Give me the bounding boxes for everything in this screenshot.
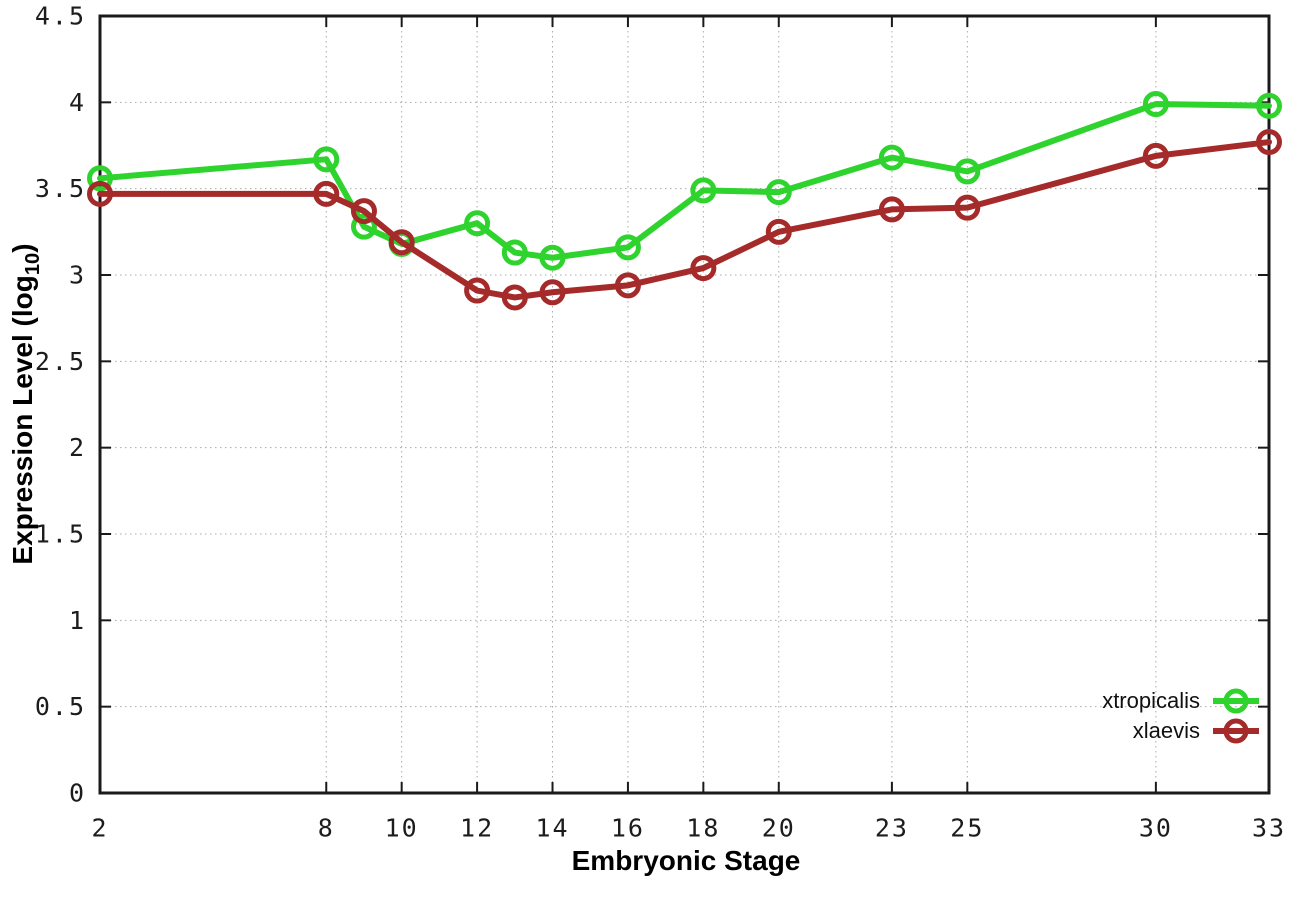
data-point-xtropicalis-stage-23 (878, 144, 905, 171)
x-tick-label: 8 (318, 813, 335, 842)
series-line-xtropicalis (97, 101, 1272, 261)
x-tick-label: 25 (950, 813, 984, 842)
x-tick-label: 10 (385, 813, 419, 842)
x-tick-label: 16 (611, 813, 645, 842)
y-tick-label: 0.5 (35, 692, 86, 721)
legend-item-xlaevis: xlaevis (1102, 716, 1262, 746)
data-point-xlaevis-stage-23 (878, 196, 905, 223)
plot-border (98, 14, 1271, 795)
y-tick-label: 2 (69, 433, 86, 462)
data-point-xlaevis-stage-20 (765, 218, 792, 245)
data-point-xlaevis-stage-10 (388, 229, 415, 256)
x-tick-label: 20 (762, 813, 796, 842)
data-point-xlaevis-stage-8 (313, 180, 340, 207)
data-point-xtropicalis-stage-8 (313, 146, 340, 173)
x-axis-label: Embryonic Stage (571, 845, 801, 876)
data-point-xlaevis-stage-2 (87, 180, 113, 207)
data-point-xtropicalis-stage-30 (1142, 91, 1169, 118)
y-tick-label: 3 (69, 261, 86, 290)
data-point-xtropicalis-stage-18 (690, 177, 717, 204)
data-point-xtropicalis-stage-2 (87, 165, 113, 192)
y-tick-label: 1 (69, 606, 86, 635)
data-point-xlaevis-stage-18 (690, 255, 717, 282)
y-tick-label: 0 (69, 779, 86, 808)
data-point-xtropicalis-stage-33 (1256, 92, 1282, 119)
data-point-xlaevis-stage-25 (954, 194, 981, 221)
data-point-xlaevis-stage-9 (350, 198, 377, 225)
y-axis-label-close: ) (7, 243, 39, 253)
legend-marker-xlaevis-icon (1213, 718, 1259, 744)
data-point-xlaevis-stage-12 (464, 277, 491, 304)
data-point-xtropicalis-stage-14 (539, 244, 566, 271)
data-point-xtropicalis-stage-20 (765, 179, 792, 206)
x-tick-label: 18 (686, 813, 720, 842)
data-point-xlaevis-stage-33 (1256, 129, 1282, 156)
data-point-xlaevis-stage-14 (539, 279, 566, 306)
legend-label-xtropicalis: xtropicalis (1102, 688, 1200, 713)
x-tick-label: 33 (1252, 813, 1286, 842)
x-tick-label: 12 (460, 813, 494, 842)
y-axis-label-subscript: 10 (21, 252, 44, 276)
x-tick-label: 23 (875, 813, 909, 842)
data-point-xtropicalis-stage-16 (614, 234, 641, 261)
data-point-xtropicalis-stage-9 (350, 213, 377, 240)
x-tick-label: 14 (535, 813, 569, 842)
legend-label-xlaevis: xlaevis (1132, 718, 1200, 743)
data-point-xtropicalis-stage-25 (954, 158, 981, 185)
y-tick-label: 4.5 (35, 2, 86, 31)
legend: xtropicalis xlaevis (1102, 686, 1262, 746)
y-tick-label: 3.5 (35, 174, 86, 203)
data-point-xlaevis-stage-16 (614, 272, 641, 299)
legend-item-xtropicalis: xtropicalis (1102, 686, 1262, 716)
y-axis-label: Expression Level (log10) (7, 243, 45, 564)
data-point-xlaevis-stage-13 (501, 284, 528, 311)
data-point-xtropicalis-stage-12 (464, 210, 491, 237)
y-tick-label: 4 (69, 88, 86, 117)
data-point-xlaevis-stage-30 (1142, 142, 1169, 169)
x-tick-label: 2 (91, 813, 108, 842)
y-tick-label: 1.5 (35, 520, 86, 549)
y-axis-label-text: Expression Level (log (7, 275, 39, 565)
legend-marker-xtropicalis-icon (1213, 688, 1259, 714)
data-point-xtropicalis-stage-13 (501, 239, 528, 266)
y-tick-label: 2.5 (35, 347, 86, 376)
x-tick-label: 30 (1139, 813, 1173, 842)
